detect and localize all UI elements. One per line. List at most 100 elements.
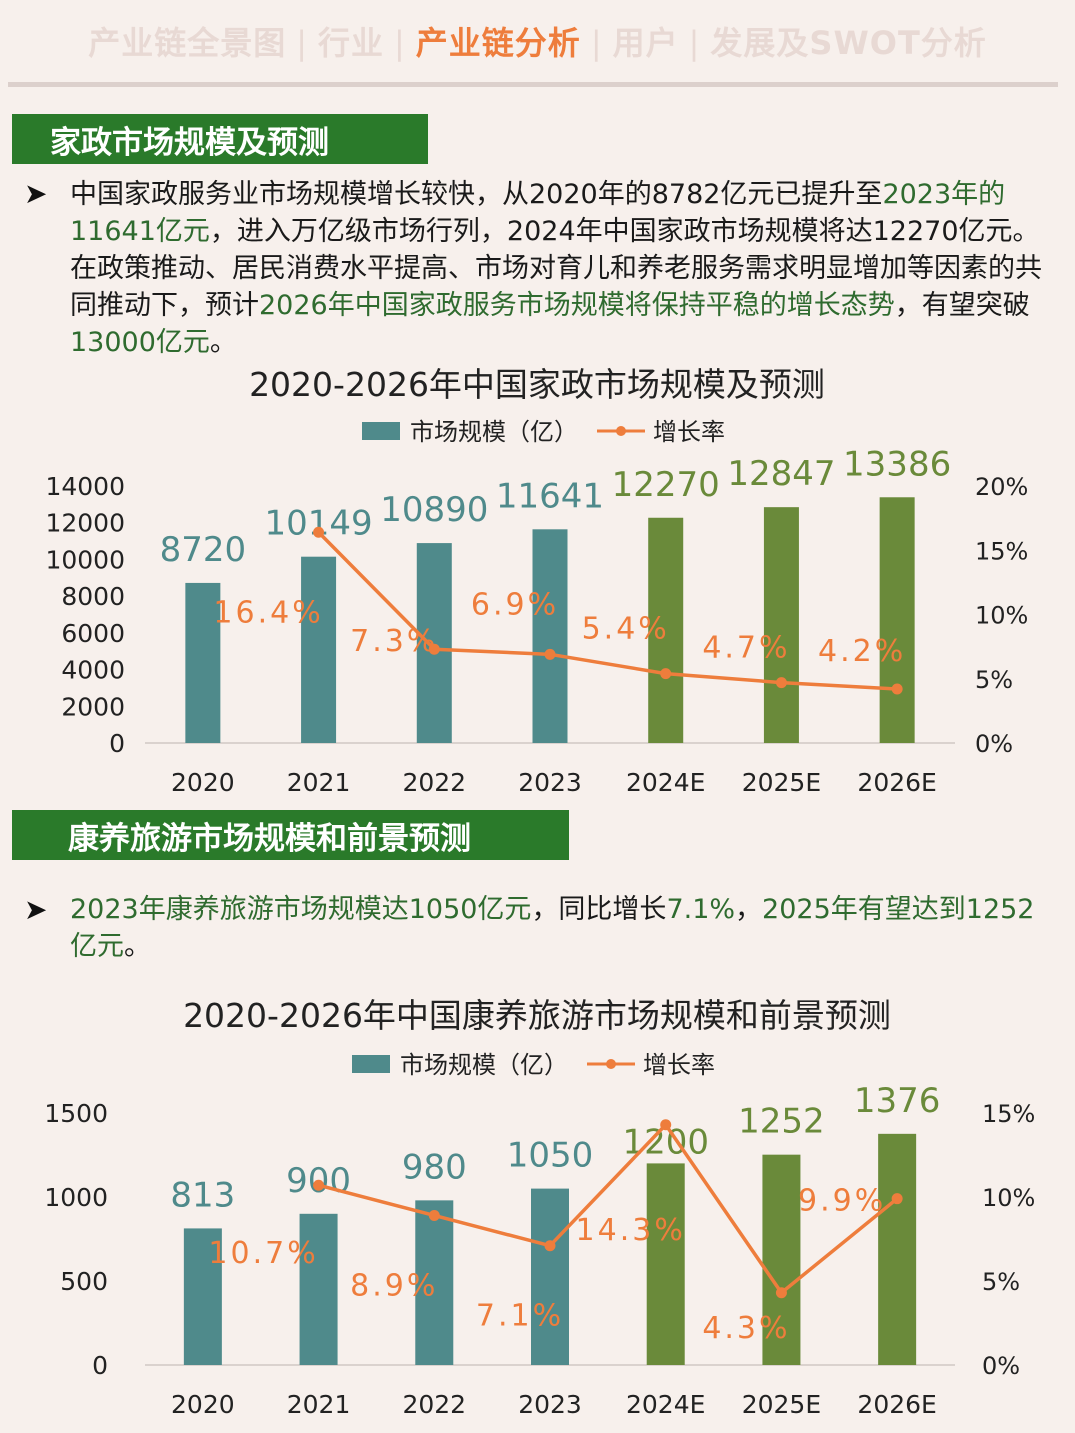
paragraph-segment: ，有望突破 bbox=[894, 290, 1030, 321]
paragraph-segment: 2025年有望达到1252亿元 bbox=[70, 894, 1035, 962]
paragraph-segment: 13000亿元 bbox=[70, 327, 210, 358]
legend-bar-label: 市场规模（亿） bbox=[400, 1051, 568, 1079]
growth-rate-point bbox=[660, 668, 672, 680]
y-tick-label: 1500 bbox=[44, 1099, 108, 1128]
legend-bar-swatch bbox=[352, 1055, 390, 1073]
bar-value-label: 1252 bbox=[738, 1102, 825, 1142]
paragraph-segment: 2023年康养旅游市场规模达1050亿元 bbox=[70, 894, 532, 925]
bar-2023 bbox=[531, 1188, 569, 1365]
y-tick-label: 500 bbox=[60, 1267, 108, 1296]
nav-tab-3[interactable]: 用户 bbox=[612, 24, 679, 62]
y-tick-label: 10000 bbox=[45, 545, 125, 574]
paragraph-segment: 。 bbox=[124, 931, 151, 962]
x-tick-label: 2021 bbox=[287, 1390, 351, 1419]
nav-tab-2[interactable]: 产业链分析 bbox=[415, 24, 581, 62]
y2-tick-label: 15% bbox=[975, 537, 1028, 565]
bar-2022 bbox=[415, 1200, 454, 1365]
y2-tick-label: 10% bbox=[982, 1184, 1035, 1212]
legend-line-marker bbox=[616, 426, 626, 436]
y-tick-label: 0 bbox=[92, 1351, 108, 1380]
growth-rate-point bbox=[775, 1287, 787, 1299]
section1-paragraph: 中国家政服务业市场规模增长较快，从2020年的8782亿元已提升至2023年的1… bbox=[70, 176, 1060, 361]
bar-2020 bbox=[185, 582, 221, 743]
bar-value-label: 8720 bbox=[160, 530, 247, 570]
bar-value-label: 10890 bbox=[380, 490, 488, 530]
nav-divider bbox=[8, 82, 1058, 87]
paragraph-segment: 2026年中国家政服务市场规模将保持平稳的增长态势 bbox=[259, 290, 895, 321]
growth-rate-point bbox=[313, 1179, 325, 1191]
y2-tick-label: 20% bbox=[975, 473, 1028, 501]
growth-rate-point bbox=[428, 1209, 440, 1221]
top-nav: 产业链全景图 | 行业 | 产业链分析 | 用户 | 发展及SWOT分析 bbox=[0, 18, 1075, 72]
growth-rate-label: 8.9% bbox=[350, 1268, 438, 1303]
y-tick-label: 4000 bbox=[61, 656, 125, 685]
growth-rate-point bbox=[775, 677, 787, 689]
paragraph-segment: ，同比增长 bbox=[531, 894, 667, 925]
nav-tab-4[interactable]: 发展及SWOT分析 bbox=[710, 24, 987, 62]
growth-rate-point bbox=[544, 1240, 556, 1252]
bar-2023 bbox=[532, 529, 568, 743]
x-tick-label: 2020 bbox=[171, 768, 235, 797]
y-tick-label: 1000 bbox=[44, 1183, 108, 1212]
growth-rate-label: 9.9% bbox=[798, 1184, 886, 1219]
legend-bar-swatch bbox=[362, 422, 400, 440]
growth-rate-label: 6.9% bbox=[471, 587, 559, 622]
growth-rate-label: 4.7% bbox=[702, 631, 790, 666]
x-tick-label: 2022 bbox=[402, 768, 466, 797]
bar-value-label: 1376 bbox=[854, 1081, 941, 1121]
y-tick-label: 2000 bbox=[61, 692, 125, 721]
nav-separator: | bbox=[590, 24, 603, 62]
growth-rate-label: 16.4% bbox=[213, 595, 323, 630]
growth-rate-point bbox=[891, 1193, 903, 1205]
paragraph-segment: 7.1% bbox=[666, 894, 736, 925]
bar-2022 bbox=[416, 543, 452, 743]
bar-2024E bbox=[646, 1163, 685, 1365]
y-tick-label: 14000 bbox=[45, 472, 125, 501]
bar-2025E bbox=[762, 1154, 801, 1365]
section-header-housekeeping: 家政市场规模及预测 bbox=[12, 114, 428, 164]
x-tick-label: 2026E bbox=[857, 1390, 936, 1419]
y2-tick-label: 10% bbox=[975, 602, 1028, 630]
x-tick-label: 2021 bbox=[287, 768, 351, 797]
bar-2026E bbox=[879, 497, 915, 743]
growth-rate-point bbox=[313, 526, 325, 538]
paragraph-segment: 2023年的11641亿元 bbox=[70, 179, 1006, 247]
bar-value-label: 12847 bbox=[727, 454, 835, 494]
legend-line-label: 增长率 bbox=[643, 1051, 715, 1079]
bar-2026E bbox=[878, 1133, 917, 1365]
growth-rate-label: 7.3% bbox=[350, 624, 438, 659]
nav-separator: | bbox=[688, 24, 701, 62]
nav-tab-1[interactable]: 行业 bbox=[318, 24, 385, 62]
x-tick-label: 2026E bbox=[857, 768, 936, 797]
legend-line-label: 增长率 bbox=[653, 418, 725, 446]
bar-2020 bbox=[183, 1228, 222, 1365]
y2-tick-label: 0% bbox=[975, 730, 1013, 758]
nav-separator: | bbox=[296, 24, 308, 62]
x-tick-label: 2020 bbox=[171, 1390, 235, 1419]
bar-2024E bbox=[648, 517, 684, 743]
y2-tick-label: 0% bbox=[982, 1352, 1020, 1380]
legend-line-marker bbox=[606, 1059, 616, 1069]
growth-rate-point bbox=[660, 1119, 672, 1131]
growth-rate-label: 4.2% bbox=[818, 634, 906, 669]
nav-tab-0[interactable]: 产业链全景图 bbox=[88, 24, 287, 62]
y-tick-label: 8000 bbox=[61, 582, 125, 611]
bar-value-label: 12270 bbox=[612, 465, 720, 505]
legend-bar-label: 市场规模（亿） bbox=[410, 418, 578, 446]
bullet-arrow-icon: ➤ bbox=[24, 177, 48, 210]
x-tick-label: 2022 bbox=[402, 1390, 466, 1419]
growth-rate-line bbox=[317, 531, 898, 691]
bullet-arrow-icon: ➤ bbox=[24, 893, 48, 926]
section2-paragraph: 2023年康养旅游市场规模达1050亿元，同比增长7.1%，2025年有望达到1… bbox=[70, 891, 1060, 965]
x-tick-label: 2023 bbox=[518, 768, 582, 797]
x-tick-label: 2025E bbox=[742, 1390, 821, 1419]
paragraph-segment: ，进入万亿级市场行列，2024年中国家政市场规模将达12270亿元。在政策推动、… bbox=[70, 216, 1042, 321]
bar-value-label: 980 bbox=[402, 1147, 467, 1187]
bar-value-label: 813 bbox=[170, 1175, 235, 1215]
growth-rate-point bbox=[891, 683, 903, 695]
growth-rate-label: 10.7% bbox=[208, 1236, 318, 1271]
bar-2021 bbox=[301, 556, 337, 743]
growth-rate-point bbox=[428, 643, 440, 655]
bar-2021 bbox=[299, 1213, 338, 1365]
